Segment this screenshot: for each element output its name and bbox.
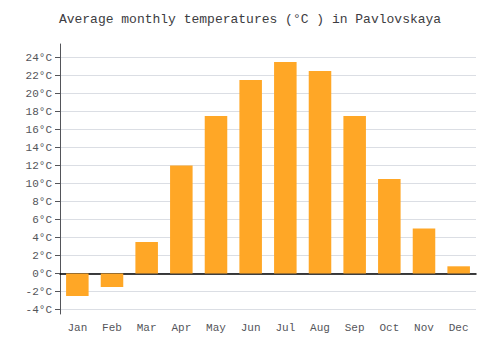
svg-text:22°C: 22°C bbox=[26, 70, 53, 82]
svg-text:16°C: 16°C bbox=[26, 124, 53, 136]
svg-text:6°C: 6°C bbox=[32, 214, 52, 226]
svg-text:Oct: Oct bbox=[379, 322, 399, 334]
svg-text:Average monthly temperatures (: Average monthly temperatures (°C ) in Pa… bbox=[59, 12, 441, 27]
svg-text:May: May bbox=[206, 322, 226, 334]
svg-text:Jan: Jan bbox=[67, 322, 87, 334]
svg-text:-2°C: -2°C bbox=[26, 286, 53, 298]
svg-text:20°C: 20°C bbox=[26, 88, 53, 100]
svg-text:24°C: 24°C bbox=[26, 52, 53, 64]
svg-text:Apr: Apr bbox=[171, 322, 191, 334]
svg-text:Feb: Feb bbox=[102, 322, 122, 334]
svg-text:Mar: Mar bbox=[137, 322, 157, 334]
svg-text:Nov: Nov bbox=[414, 322, 434, 334]
svg-text:Dec: Dec bbox=[449, 322, 469, 334]
svg-text:Aug: Aug bbox=[310, 322, 330, 334]
svg-text:Sep: Sep bbox=[345, 322, 365, 334]
svg-text:Jul: Jul bbox=[275, 322, 295, 334]
svg-text:-4°C: -4°C bbox=[26, 304, 53, 316]
svg-text:8°C: 8°C bbox=[32, 196, 52, 208]
svg-text:0°C: 0°C bbox=[32, 268, 52, 280]
svg-text:4°C: 4°C bbox=[32, 232, 52, 244]
svg-text:18°C: 18°C bbox=[26, 106, 53, 118]
svg-text:Jun: Jun bbox=[241, 322, 261, 334]
svg-text:14°C: 14°C bbox=[26, 142, 53, 154]
svg-text:12°C: 12°C bbox=[26, 160, 53, 172]
svg-text:2°C: 2°C bbox=[32, 250, 52, 262]
svg-text:10°C: 10°C bbox=[26, 178, 53, 190]
